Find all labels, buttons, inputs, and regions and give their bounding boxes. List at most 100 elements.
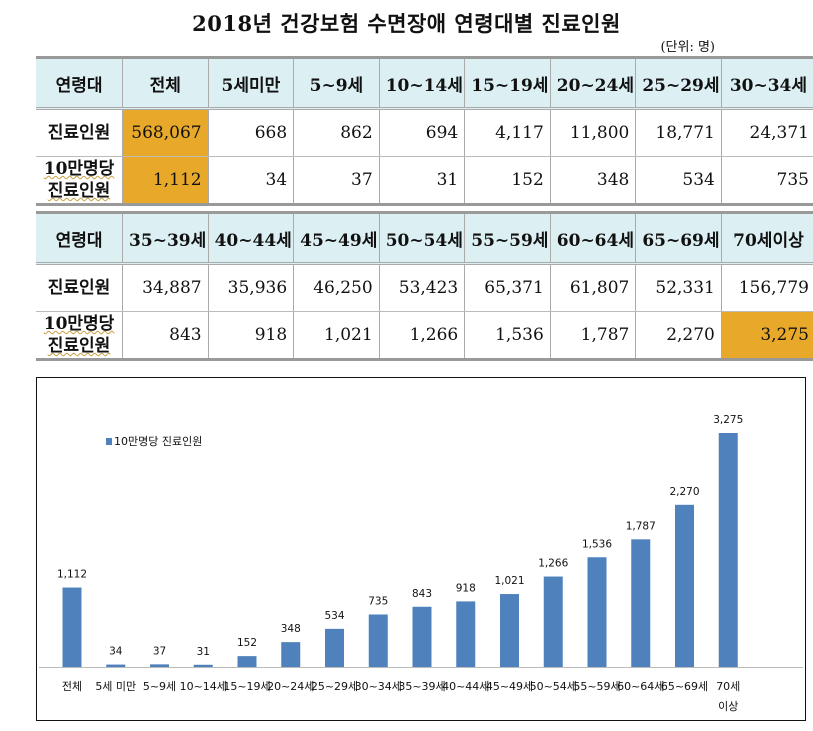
row-label: 진료인원 — [36, 108, 124, 157]
legend-swatch — [106, 438, 112, 445]
data-label: 1,536 — [582, 538, 612, 550]
header-cell: 전체 — [122, 56, 209, 110]
data-label: 1,787 — [626, 520, 656, 532]
page-title: 2018년 건강보험 수면장애 연령대별 진료인원 — [192, 11, 621, 36]
data-label: 1,021 — [494, 575, 524, 587]
data-cell: 1,266 — [378, 311, 466, 361]
data-cell: 35,936 — [207, 263, 295, 312]
bar — [368, 614, 388, 667]
table-row: 10만명당 진료인원 843 918 1,021 1,266 1,536 1,787 2,270… — [36, 311, 813, 361]
unit-label: (단위: 명) — [660, 40, 715, 55]
table-header-row: 연령대 35~39세 40~44세 45~49세 50~54세 55~59세 60~64세 6… — [36, 211, 813, 265]
bar — [150, 664, 169, 667]
bar — [62, 587, 82, 667]
data-label: 34 — [109, 646, 123, 658]
data-label: 2,270 — [669, 486, 699, 498]
header-cell: 20~24세 — [549, 56, 637, 110]
data-cell: 65,371 — [464, 263, 551, 312]
data-cell: 534 — [635, 156, 722, 206]
data-cell: 4,117 — [464, 108, 551, 157]
header-cell: 55~59세 — [464, 211, 551, 265]
data-cell: 156,779 — [720, 263, 813, 312]
header-cell: 10~14세 — [378, 56, 466, 110]
data-cell: 18,771 — [635, 108, 722, 157]
data-cell: 735 — [720, 156, 813, 206]
data-cell: 152 — [464, 156, 551, 206]
table-row: 진료인원 568,067 668 862 694 4,117 11,800 18,771 24,… — [36, 108, 813, 157]
data-cell: 843 — [122, 311, 209, 361]
data-label: 1,112 — [57, 569, 87, 581]
header-cell: 65~69세 — [635, 211, 722, 265]
header-cell: 25~29세 — [635, 56, 722, 110]
data-label: 843 — [412, 588, 432, 600]
row-label-line1: 10만명당 — [43, 159, 115, 179]
data-cell: 37 — [293, 156, 380, 206]
data-cell: 53,423 — [378, 263, 466, 312]
bar — [281, 642, 301, 667]
category-label: 30~34세 — [355, 680, 402, 693]
header-cell: 15~19세 — [464, 56, 551, 110]
data-label: 348 — [281, 623, 301, 635]
bar — [193, 664, 213, 667]
data-label: 3,275 — [713, 414, 743, 426]
data-label: 31 — [197, 646, 210, 658]
header-cell: 5세미만 — [207, 56, 295, 110]
data-cell: 1,112 — [122, 156, 209, 206]
category-label: 50~54세 — [530, 680, 577, 693]
header-cell: 60~64세 — [549, 211, 637, 265]
data-label: 534 — [324, 610, 344, 622]
bar — [543, 576, 563, 667]
data-cell: 2,270 — [635, 311, 722, 361]
category-label: 25~29세 — [311, 680, 358, 693]
data-cell: 694 — [378, 108, 466, 157]
row-label-line2: 진료인원 — [47, 181, 111, 201]
category-label: 65~69세 — [661, 680, 708, 693]
category-label: 전체 — [62, 680, 82, 693]
data-cell: 34 — [207, 156, 295, 206]
row-label-line2: 진료인원 — [47, 336, 111, 356]
category-label: 5~9세 — [143, 680, 176, 693]
data-cell: 3,275 — [720, 311, 813, 361]
category-label: 45~49세 — [486, 680, 533, 693]
bar — [587, 557, 607, 667]
category-label: 40~44세 — [442, 680, 489, 693]
category-label: 10~14세 — [180, 680, 227, 693]
category-label: 이상 — [718, 700, 738, 713]
data-label: 918 — [456, 582, 476, 594]
legend-label: 10만명당 진료인원 — [114, 435, 202, 448]
bar — [237, 656, 257, 667]
category-label: 20~24세 — [267, 680, 314, 693]
header-cell: 연령대 — [36, 56, 124, 110]
data-cell: 52,331 — [635, 263, 722, 312]
category-label: 70세 — [716, 680, 740, 693]
row-label: 진료인원 — [36, 263, 124, 312]
row-label-line1: 10만명당 — [43, 314, 115, 334]
data-cell: 46,250 — [293, 263, 380, 312]
data-cell: 568,067 — [122, 108, 209, 157]
data-label: 1,266 — [538, 558, 568, 570]
data-cell: 1,536 — [464, 311, 551, 361]
bar — [325, 628, 344, 667]
bar-chart: 10만명당 진료인원 1,112 전체 34 5세 미만 37 5~9세 31 10~14세 15… — [36, 377, 806, 721]
category-label: 35~39세 — [398, 680, 445, 693]
data-label: 735 — [368, 595, 388, 607]
bar — [456, 601, 476, 667]
bar — [500, 594, 519, 667]
header-cell: 50~54세 — [378, 211, 466, 265]
bar — [412, 606, 432, 667]
data-cell: 11,800 — [549, 108, 637, 157]
row-label: 10만명당 진료인원 — [36, 156, 124, 206]
data-cell: 862 — [293, 108, 380, 157]
data-cell: 31 — [378, 156, 466, 206]
header-cell: 5~9세 — [293, 56, 380, 110]
header-cell: 30~34세 — [720, 56, 813, 110]
header-cell: 45~49세 — [293, 211, 380, 265]
bar — [106, 664, 126, 667]
category-label: 55~59세 — [573, 680, 620, 693]
data-label: 37 — [153, 645, 166, 657]
data-cell: 1,021 — [293, 311, 380, 361]
data-cell: 1,787 — [549, 311, 637, 361]
header-cell: 40~44세 — [207, 211, 295, 265]
data-cell: 668 — [207, 108, 295, 157]
table-age-groups-2: 연령대 35~39세 40~44세 45~49세 50~54세 55~59세 60~64세 6… — [36, 211, 813, 361]
